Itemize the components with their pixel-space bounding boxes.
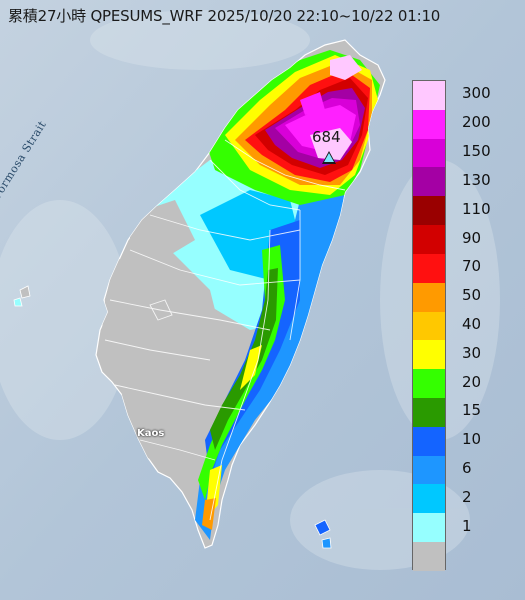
place-label: Kaos [137,428,165,439]
legend-swatch [413,369,445,398]
legend-label: 110 [462,199,491,218]
legend-swatch [413,282,445,312]
legend-swatch [413,513,445,542]
legend-label: 70 [462,257,482,276]
rainfall-field [100,50,380,540]
legend-swatch [413,397,445,427]
legend-label: 40 [462,315,482,333]
outer-islands [13,285,332,549]
legend-swatch [413,426,445,456]
legend-label: 6 [462,459,472,478]
legend-label: 2 [462,487,472,506]
legend-label: 90 [462,228,482,247]
legend-label: 150 [462,142,491,161]
map-title: 累積27小時 QPESUMS_WRF 2025/10/20 22:10~10/2… [8,7,441,25]
max-rainfall-value: 684 [312,128,341,146]
legend-swatch [413,311,445,341]
rainfall-legend: 300 200 150 130 110 90 70 50 40 30 20 15 10 6 2 1 [412,80,518,571]
legend-label: 130 [462,170,491,189]
legend-label: 300 [462,84,491,103]
legend-label: 10 [462,430,482,449]
legend-color-bar [412,80,446,571]
legend-swatch [413,340,445,370]
legend-label: 200 [462,113,491,132]
legend-swatch [413,484,445,514]
county-boundaries [104,139,346,521]
legend-label: 50 [462,286,482,305]
max-rainfall-marker-icon [322,151,336,164]
legend-swatch [413,455,445,485]
legend-swatch [413,196,445,226]
legend-label: 15 [462,401,482,420]
legend-label: 1 [462,516,472,535]
legend-swatch [413,542,445,571]
legend-label: 20 [462,372,482,391]
legend-swatch [413,167,445,197]
legend-label: 30 [462,343,482,362]
legend-swatch [413,109,445,139]
legend-swatch [413,253,445,283]
legend-swatch [413,81,445,110]
legend-swatch [413,225,445,254]
legend-swatch [413,138,445,168]
